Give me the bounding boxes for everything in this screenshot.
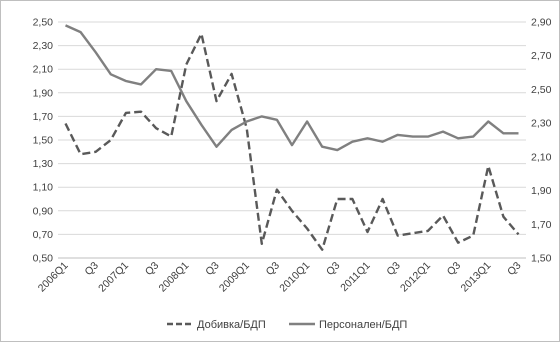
series-line-personalen bbox=[65, 24, 519, 152]
right-tick-label: 2,70 bbox=[531, 50, 552, 62]
left-tick-label: 2,10 bbox=[33, 64, 54, 76]
right-tick-label: 2,90 bbox=[531, 17, 552, 29]
left-tick-label: 2,30 bbox=[33, 40, 54, 52]
legend-label-dobivka: Добивка/БДП bbox=[197, 319, 266, 331]
right-tick-label: 2,50 bbox=[531, 84, 552, 96]
right-tick-label: 1,50 bbox=[531, 253, 552, 265]
left-tick-label: 1,50 bbox=[33, 135, 54, 147]
series-lines bbox=[64, 24, 520, 251]
left-tick-label: 0,70 bbox=[33, 229, 54, 241]
right-y-axis: 2,90 2,70 2,50 2,30 2,10 1,90 1,70 1,50 bbox=[531, 17, 552, 265]
left-tick-label: 0,90 bbox=[33, 205, 54, 217]
left-tick-label: 1,70 bbox=[33, 111, 54, 123]
right-tick-label: 1,70 bbox=[531, 219, 552, 231]
left-tick-label: 2,50 bbox=[33, 17, 54, 29]
right-tick-label: 2,10 bbox=[531, 151, 552, 163]
right-tick-label: 1,90 bbox=[531, 185, 552, 197]
left-y-axis: 2,50 2,30 2,10 1,90 1,70 1,50 1,30 1,10 0,90 0,70… bbox=[33, 17, 54, 265]
left-tick-label: 1,90 bbox=[33, 87, 54, 99]
right-tick-label: 2,30 bbox=[531, 118, 552, 130]
legend: Добивка/БДП Персонален/БДП bbox=[167, 319, 407, 331]
left-tick-label: 1,10 bbox=[33, 182, 54, 194]
left-tick-label: 1,30 bbox=[33, 158, 54, 170]
legend-label-personalen: Персонален/БДП bbox=[319, 319, 407, 331]
series-line-dobivka bbox=[64, 32, 520, 251]
left-tick-label: 0,50 bbox=[33, 253, 54, 265]
